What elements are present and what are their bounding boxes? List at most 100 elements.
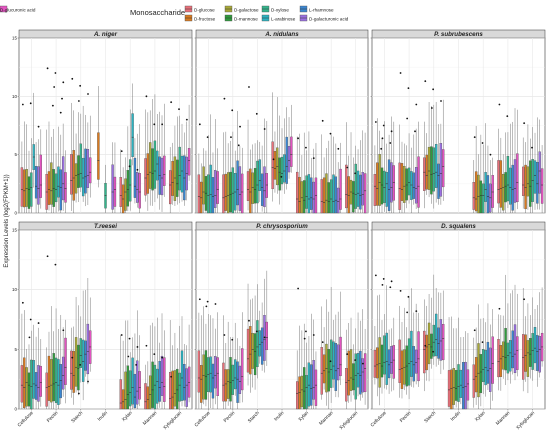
box	[300, 155, 304, 214]
box	[499, 315, 503, 391]
box	[70, 327, 73, 398]
outlier-point	[498, 307, 501, 310]
box	[356, 312, 360, 397]
box-rect	[491, 336, 494, 384]
box	[538, 292, 541, 378]
box-rect	[482, 349, 485, 383]
box-rect	[216, 171, 219, 204]
box	[522, 137, 525, 209]
box	[482, 144, 485, 214]
box	[74, 296, 78, 393]
outlier-point	[440, 100, 442, 102]
box	[158, 342, 161, 408]
outlier-point	[382, 278, 385, 280]
box	[392, 317, 395, 391]
box-rect	[339, 168, 342, 210]
box-rect	[513, 324, 517, 374]
box-rect	[39, 154, 42, 198]
box	[273, 131, 277, 193]
box-rect	[258, 159, 261, 191]
box	[516, 109, 519, 210]
box	[526, 124, 530, 210]
outlier-point	[59, 111, 62, 114]
outlier-point	[407, 295, 410, 298]
box	[229, 336, 232, 409]
box-rect	[149, 142, 152, 189]
box-rect	[234, 359, 237, 390]
box-rect	[347, 350, 350, 396]
box-rect	[81, 339, 85, 382]
outlier-point	[303, 337, 306, 340]
box-rect	[403, 166, 406, 203]
box	[287, 117, 291, 179]
box-rect	[526, 340, 530, 377]
box	[265, 270, 268, 366]
box	[305, 342, 308, 409]
box-rect	[89, 157, 92, 184]
box	[52, 331, 55, 409]
box	[30, 138, 33, 213]
box	[347, 155, 350, 214]
box	[34, 336, 38, 409]
box-rect	[20, 167, 24, 207]
box-rect	[211, 177, 215, 214]
box-rect	[173, 370, 177, 407]
box-rect	[263, 166, 266, 208]
box	[347, 323, 350, 403]
box-rect	[457, 364, 460, 402]
outlier-point	[337, 147, 340, 150]
box-rect	[153, 364, 157, 410]
box	[187, 324, 191, 403]
box	[138, 124, 141, 213]
box-rect	[54, 357, 58, 403]
outlier-point	[77, 100, 80, 102]
box-rect	[163, 357, 166, 402]
box-rect	[187, 366, 191, 398]
box-rect	[310, 364, 313, 406]
box-rect	[151, 148, 154, 191]
box	[32, 324, 35, 409]
box	[119, 334, 122, 410]
box-rect	[298, 376, 301, 410]
outlier-point	[406, 311, 409, 314]
box	[23, 310, 26, 409]
box-rect	[251, 172, 254, 204]
outlier-point	[231, 109, 234, 112]
box-rect	[516, 153, 519, 203]
box-rect	[34, 166, 38, 199]
box-rect	[310, 177, 313, 210]
box	[497, 314, 500, 391]
x-tick-label: Cellulose	[17, 410, 35, 428]
box	[202, 148, 205, 213]
box-rect	[373, 350, 377, 378]
box	[320, 306, 323, 400]
box	[410, 147, 413, 213]
box-rect	[356, 170, 360, 207]
outlier-point	[28, 336, 31, 339]
box	[178, 115, 181, 204]
box-rect	[398, 162, 401, 210]
box	[256, 284, 259, 379]
box	[263, 118, 266, 213]
box-rect	[529, 338, 532, 367]
box	[251, 144, 254, 213]
box	[74, 133, 78, 203]
box	[256, 140, 259, 213]
outlier-point	[272, 158, 275, 161]
box	[216, 148, 219, 213]
box-rect	[327, 348, 330, 392]
box-rect	[72, 150, 75, 201]
box	[64, 319, 67, 404]
x-tick-label: Xyloglucan	[162, 410, 183, 431]
box	[502, 154, 505, 213]
box-rect	[474, 357, 478, 393]
box	[447, 317, 451, 409]
x-tick-label: Pectin	[399, 410, 413, 424]
box	[474, 125, 478, 213]
box	[214, 119, 217, 213]
box-rect	[354, 353, 357, 400]
box-rect	[322, 177, 326, 214]
box-rect	[224, 173, 227, 211]
box	[312, 148, 315, 214]
legend-entry: L-arabinose	[261, 14, 296, 21]
